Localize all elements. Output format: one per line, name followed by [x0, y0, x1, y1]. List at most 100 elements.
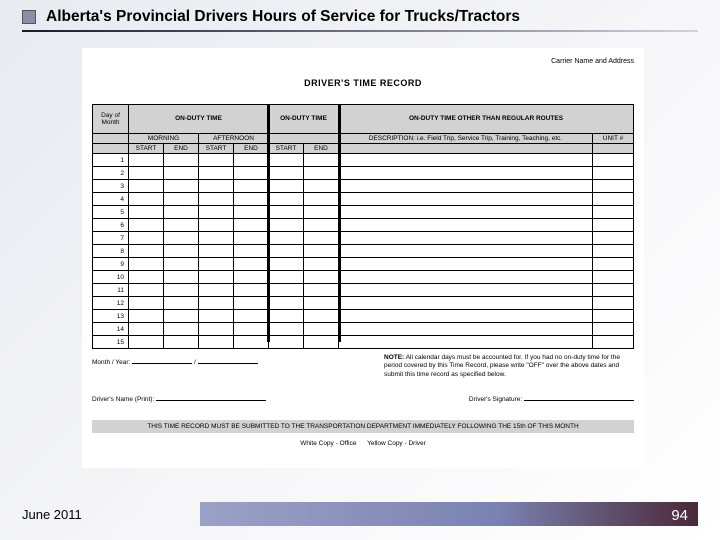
cell: [129, 154, 164, 166]
cell: [269, 336, 304, 348]
cell: [269, 206, 304, 218]
cell: [304, 167, 339, 179]
yellow-copy: Yellow Copy - Driver: [367, 440, 426, 447]
table-row: 9: [93, 257, 633, 270]
cell: [339, 323, 593, 335]
cell: [339, 245, 593, 257]
table-row: 14: [93, 322, 633, 335]
cell: [339, 180, 593, 192]
col-desc: DESCRIPTION: i.e. Field Trip, Service Tr…: [339, 134, 593, 143]
cell: [234, 206, 269, 218]
year-field: [198, 356, 258, 364]
month-field: [132, 356, 192, 364]
driver-sig-block: Driver's Signature:: [469, 393, 634, 404]
cell: [164, 271, 199, 283]
cell: [129, 206, 164, 218]
cell: [164, 336, 199, 348]
cell: [269, 245, 304, 257]
table-row: 3: [93, 179, 633, 192]
cell: [304, 297, 339, 309]
cell: [304, 206, 339, 218]
cell: [593, 310, 633, 322]
carrier-label: Carrier Name and Address: [551, 58, 634, 65]
cell: [339, 310, 593, 322]
day-cell: 14: [93, 323, 129, 335]
cell: [269, 258, 304, 270]
time-record-document: Carrier Name and Address DRIVER'S TIME R…: [82, 48, 644, 468]
cell: [129, 297, 164, 309]
header-row-2: MORNING AFTERNOON DESCRIPTION: i.e. Fiel…: [93, 133, 633, 143]
day-cell: 12: [93, 297, 129, 309]
cell: [269, 219, 304, 231]
day-cell: 15: [93, 336, 129, 348]
cell: [129, 336, 164, 348]
cell: [234, 154, 269, 166]
note-text: All calendar days must be accounted for.…: [384, 354, 620, 378]
cell: [129, 323, 164, 335]
header-row-1: Day of Month ON-DUTY TIME ON-DUTY TIME O…: [93, 105, 633, 133]
cell: [304, 154, 339, 166]
cell: [234, 232, 269, 244]
day-cell: 9: [93, 258, 129, 270]
cell: [164, 206, 199, 218]
cell: [593, 219, 633, 231]
hr3-desc-blank: [339, 144, 593, 153]
cell: [164, 245, 199, 257]
cell: [339, 271, 593, 283]
cell: [339, 258, 593, 270]
cell: [339, 193, 593, 205]
cell: [234, 271, 269, 283]
note-text-block: NOTE: All calendar days must be accounte…: [384, 354, 634, 379]
cell: [199, 323, 234, 335]
cell: [593, 232, 633, 244]
cell: [234, 245, 269, 257]
title-bar: Alberta's Provincial Drivers Hours of Se…: [22, 8, 698, 26]
cell: [269, 271, 304, 283]
cell: [234, 284, 269, 296]
cell: [234, 180, 269, 192]
cell: [129, 258, 164, 270]
separator-2: [338, 104, 341, 342]
cell: [304, 193, 339, 205]
cell: [339, 336, 593, 348]
table-row: 8: [93, 244, 633, 257]
cell: [164, 284, 199, 296]
cell: [164, 310, 199, 322]
cell: [339, 297, 593, 309]
cell: [593, 180, 633, 192]
cell: [164, 258, 199, 270]
cell: [164, 232, 199, 244]
day-cell: 1: [93, 154, 129, 166]
day-cell: 2: [93, 167, 129, 179]
table-row: 11: [93, 283, 633, 296]
cell: [199, 336, 234, 348]
cell: [164, 193, 199, 205]
col-a-start: START: [199, 144, 234, 153]
cell: [164, 180, 199, 192]
note-label: NOTE:: [384, 354, 404, 361]
cell: [269, 180, 304, 192]
cell: [593, 297, 633, 309]
cell: [199, 167, 234, 179]
cell: [164, 154, 199, 166]
title-underline: [22, 30, 698, 32]
col-a-end: END: [234, 144, 269, 153]
cell: [164, 323, 199, 335]
cell: [593, 323, 633, 335]
cell: [199, 219, 234, 231]
cell: [234, 310, 269, 322]
driver-sig-field: [524, 393, 634, 401]
notes-area: Month / Year: / NOTE: All calendar days …: [92, 354, 634, 405]
cell: [199, 284, 234, 296]
cell: [593, 206, 633, 218]
driver-name-block: Driver's Name (Print):: [92, 393, 266, 404]
col-onduty2: ON-DUTY TIME: [269, 105, 339, 133]
cell: [304, 219, 339, 231]
cell: [304, 245, 339, 257]
table-row: 5: [93, 205, 633, 218]
day-cell: 5: [93, 206, 129, 218]
driver-row: Driver's Name (Print): Driver's Signatur…: [92, 393, 634, 404]
cell: [164, 297, 199, 309]
cell: [269, 193, 304, 205]
cell: [129, 219, 164, 231]
